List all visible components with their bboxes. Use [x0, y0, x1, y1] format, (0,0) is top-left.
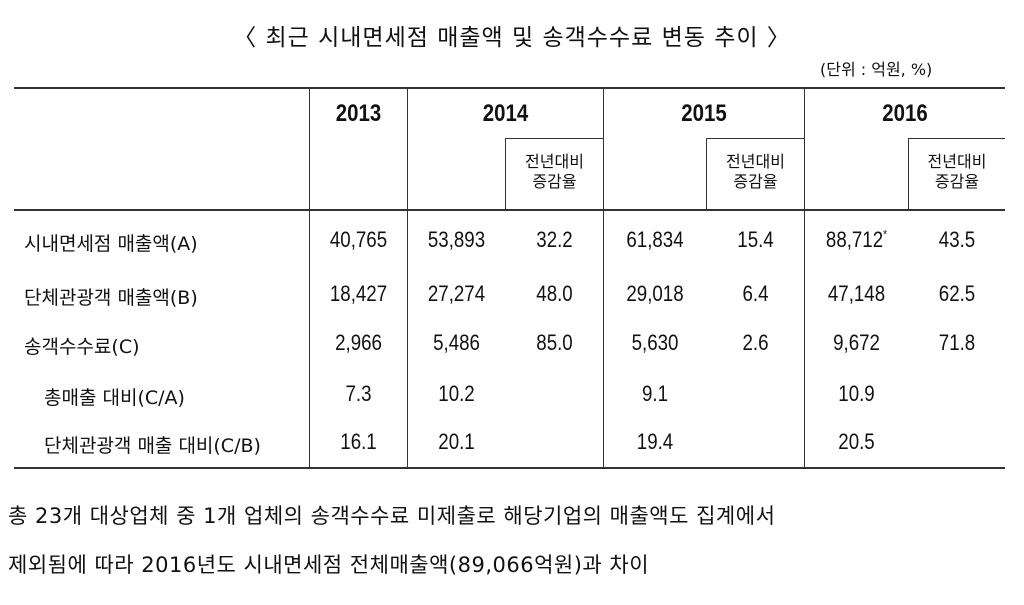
header-year-2016: 2016 [882, 100, 928, 127]
cell: 5,486 [433, 330, 480, 355]
cell: 85.0 [536, 330, 573, 355]
footnote-line-2: 제외됨에 따라 2016년도 시내면세점 전체매출액(89,066억원)과 차이 [8, 553, 650, 577]
col-divider [603, 88, 604, 468]
cell: 15.4 [737, 227, 774, 252]
subheader-rule [908, 138, 1005, 139]
header-year-2013: 2013 [335, 100, 382, 127]
subheader-rule [706, 138, 707, 210]
table-bottom-rule [14, 467, 1005, 469]
table-title: 〈 최근 시내면세점 매출액 및 송객수수료 변동 추이 〉 [233, 25, 791, 51]
subheader-rule [908, 138, 909, 210]
header-rate-2014: 전년대비 증감율 [525, 152, 584, 191]
cell: 62.5 [938, 281, 976, 306]
row-label: 시내면세점 매출액(A) [24, 233, 198, 255]
col-divider [804, 88, 805, 468]
header-rate-2015: 전년대비 증감율 [726, 152, 785, 191]
cell: 5,630 [631, 330, 679, 355]
cell: 48.0 [536, 281, 573, 306]
header-bottom-rule [14, 209, 1005, 211]
cell: 2,966 [335, 330, 382, 355]
cell: 29,018 [626, 281, 684, 306]
row-label: 총매출 대비(C/A) [44, 387, 185, 409]
cell: 47,148 [827, 281, 886, 306]
header-year-2014: 2014 [482, 100, 529, 127]
row-label: 단체관광객 매출액(B) [24, 287, 198, 309]
cell: 19.4 [636, 429, 674, 454]
cell: 9.1 [641, 381, 669, 406]
header-year-2015: 2015 [681, 100, 727, 127]
footnote-line-1: 총 23개 대상업체 중 1개 업체의 송객수수료 미제출로 해당기업의 매출액… [8, 504, 776, 528]
table-top-rule [14, 87, 1005, 89]
cell: 88,712* [825, 227, 888, 252]
row-label: 송객수수료(C) [24, 336, 140, 358]
row-label: 단체관광객 매출 대비(C/B) [44, 435, 261, 457]
asterisk-footnote-mark: * [883, 227, 888, 242]
cell: 53,893 [427, 227, 486, 252]
cell: 40,765 [329, 227, 388, 252]
cell: 71.8 [938, 330, 976, 355]
cell: 43.5 [938, 227, 976, 252]
cell: 6.4 [742, 281, 769, 306]
cell: 32.2 [536, 227, 573, 252]
cell: 7.3 [345, 381, 372, 406]
col-divider [309, 88, 310, 468]
cell: 2.6 [742, 330, 769, 355]
header-rate-2016: 전년대비 증감율 [927, 152, 987, 191]
subheader-rule [505, 138, 506, 210]
cell: 18,427 [329, 281, 388, 306]
cell: 27,274 [427, 281, 486, 306]
cell: 16.1 [340, 429, 377, 454]
cell: 61,834 [626, 227, 684, 252]
col-divider [407, 88, 408, 468]
subheader-rule [505, 138, 603, 139]
cell: 10.9 [838, 381, 875, 406]
cell: 20.5 [838, 429, 875, 454]
cell: 9,672 [833, 330, 880, 355]
cell: 10.2 [438, 381, 475, 406]
subheader-rule [706, 138, 804, 139]
cell: 20.1 [438, 429, 475, 454]
unit-label: (단위 : 억원, %) [820, 60, 933, 79]
